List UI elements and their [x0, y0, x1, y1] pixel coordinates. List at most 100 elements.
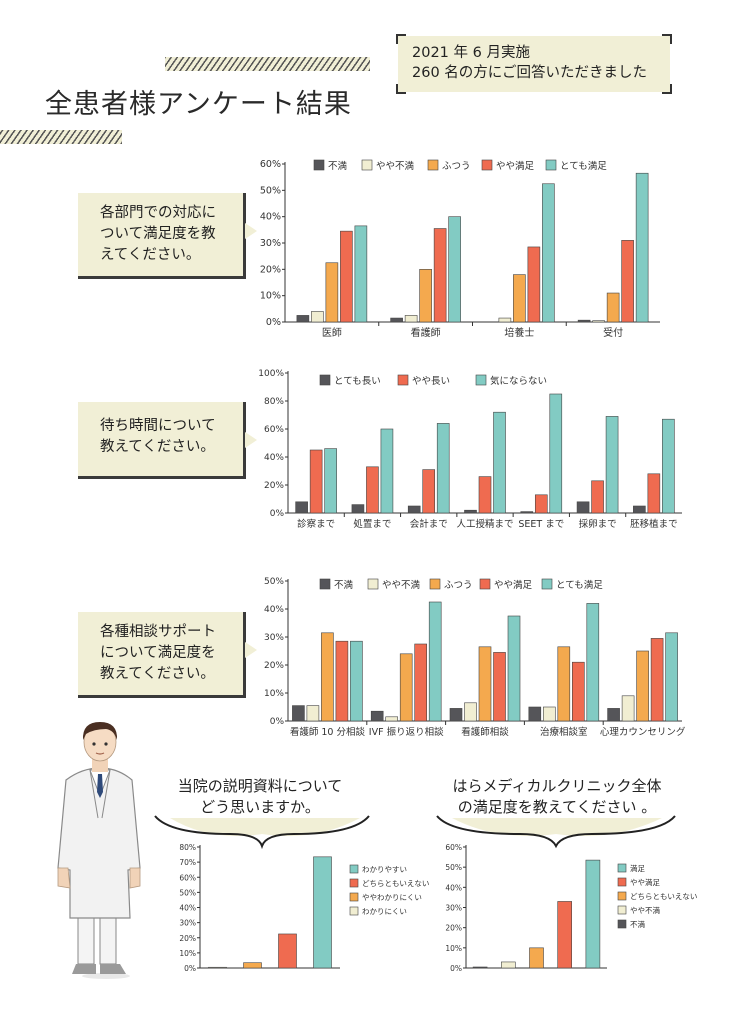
y-tick-label: 40% [260, 212, 281, 223]
legend-swatch [429, 578, 441, 590]
bar-とても満足 [507, 615, 521, 722]
survey-respondents: 260 名の方にご回答いただきました [412, 65, 647, 81]
legend-label: 不満 [334, 580, 354, 591]
bar-やや不満 [501, 961, 516, 969]
bar-満足 [585, 859, 601, 969]
bar-気にならない [549, 393, 563, 514]
bar-やや不満 [464, 702, 477, 722]
bar-気にならない [662, 418, 675, 514]
y-tick-label: 60% [260, 159, 281, 170]
question-box-department: 各部門での対応に ついて満足度を教 えてください。 [78, 193, 257, 279]
bar-やや長い [534, 494, 548, 514]
bar-やや不満 [621, 695, 635, 722]
question-box-consultation: 各種相談サポート について満足度を 教えてください。 [78, 612, 257, 698]
legend-label: とても長い [334, 376, 381, 387]
bar-やや不満 [592, 320, 605, 323]
legend-swatch [545, 159, 557, 171]
question-line: 待ち時間について [100, 418, 216, 434]
legend-swatch [475, 374, 487, 386]
bar-ふつう [636, 650, 649, 722]
bar-ふつう [399, 653, 413, 722]
x-category-label: 診察まで [297, 518, 335, 530]
bar-ふつう [419, 269, 432, 323]
bar-やや満足 [650, 638, 664, 722]
question-line: 各部門での対応に [100, 205, 216, 221]
y-tick-label: 50% [260, 185, 281, 196]
y-tick-label: 30% [445, 904, 462, 913]
bar-やや不満 [404, 315, 418, 323]
bar-やや満足 [493, 652, 506, 722]
legend-swatch [617, 919, 627, 929]
survey-note: 2021 年 6 月実施 260 名の方にご回答いただきました [396, 34, 672, 94]
legend-label: やや満足 [630, 878, 660, 887]
bar-気にならない [493, 411, 506, 514]
x-category-label: 胚移植まで [630, 518, 678, 530]
y-tick-label: 80% [179, 843, 196, 852]
bar-ふつう [478, 646, 492, 722]
y-tick-label: 30% [264, 633, 284, 643]
y-tick-label: 50% [179, 888, 196, 897]
legend-swatch [427, 159, 439, 171]
bar-とても満足 [428, 601, 442, 722]
legend-swatch [617, 863, 627, 873]
y-tick-label: 10% [179, 949, 196, 958]
bar-不満 [296, 315, 310, 323]
bar-気にならない [605, 416, 619, 514]
bar-わかりにくい [208, 966, 227, 969]
bar-ふつう [513, 274, 526, 323]
doctor-illustration-icon [57, 722, 141, 979]
bar-やや長い [591, 480, 604, 514]
bar-不満 [528, 706, 542, 722]
legend-label: やや不満 [382, 580, 421, 591]
bar-ややわかりにくい [243, 962, 262, 969]
x-category-label: 培養士 [504, 326, 534, 339]
bar-やや満足 [433, 228, 447, 323]
question-box-wait-time: 待ち時間について 教えてください。 [78, 402, 257, 479]
y-tick-label: 50% [264, 577, 284, 587]
bar-不満 [472, 966, 488, 969]
y-tick-label: 10% [445, 944, 462, 953]
bar-不満 [292, 705, 305, 722]
y-tick-label: 80% [264, 397, 284, 407]
y-tick-label: 0% [266, 317, 281, 328]
bar-不満 [370, 710, 384, 722]
bar-気にならない [324, 448, 337, 514]
chart-consultation-satisfaction: 0% 10% 20% 30% 40% 50% 看護師 10 分相談 IVF 振り返り相談 看護師… [264, 577, 686, 738]
bar-気にならない [436, 423, 450, 514]
bar-気にならない [380, 428, 394, 514]
bar-やや不満 [542, 706, 556, 722]
question-overall: はらメディカルクリニック全体 の満足度を教えてください 。 [432, 776, 682, 818]
question-line: の満足度を教えてください 。 [457, 798, 657, 816]
bar-とても満足 [635, 172, 649, 323]
bar-不満 [577, 319, 591, 323]
legend-swatch [367, 578, 379, 590]
legend-label: わかりやすい [362, 865, 407, 874]
bar-わかりやすい [313, 856, 332, 969]
legend-swatch [617, 905, 627, 915]
legend-swatch [319, 578, 331, 590]
y-tick-label: 30% [179, 919, 196, 928]
bar-やや長い [647, 473, 661, 514]
y-tick-label: 60% [445, 843, 462, 852]
chart-materials: 0% 10% 20% 30% 40% 50% 60% 70% 80% わかりやすいどちらともいえな… [179, 843, 429, 973]
brace-right [436, 815, 676, 849]
bar-どちらともいえない [529, 947, 544, 969]
y-tick-label: 40% [445, 883, 462, 892]
chart-department-satisfaction: 0% 10% 20% 30% 40% 50% 60% 医師 看護師 培養士 受付 不満 やや不満 ふつう や… [260, 159, 660, 339]
legend-label: とても満足 [556, 580, 603, 591]
survey-date: 2021 年 6 月実施 [412, 45, 530, 61]
y-tick-label: 20% [260, 264, 281, 275]
y-tick-label: 0% [450, 964, 462, 973]
bar-とても満足 [586, 603, 600, 722]
y-tick-label: 10% [264, 689, 284, 699]
x-category-label: 心理カウンセリング [600, 726, 686, 738]
legend-label: やや長い [412, 376, 450, 387]
question-line: はらメディカルクリニック全体 [452, 777, 662, 795]
bar-やや不満 [498, 317, 512, 323]
y-tick-label: 20% [179, 934, 196, 943]
corner-bracket [396, 34, 406, 44]
decor-hatch-top [165, 57, 370, 71]
legend-label: 不満 [630, 920, 645, 929]
bar-やや満足 [621, 240, 634, 323]
legend-swatch [313, 159, 325, 171]
